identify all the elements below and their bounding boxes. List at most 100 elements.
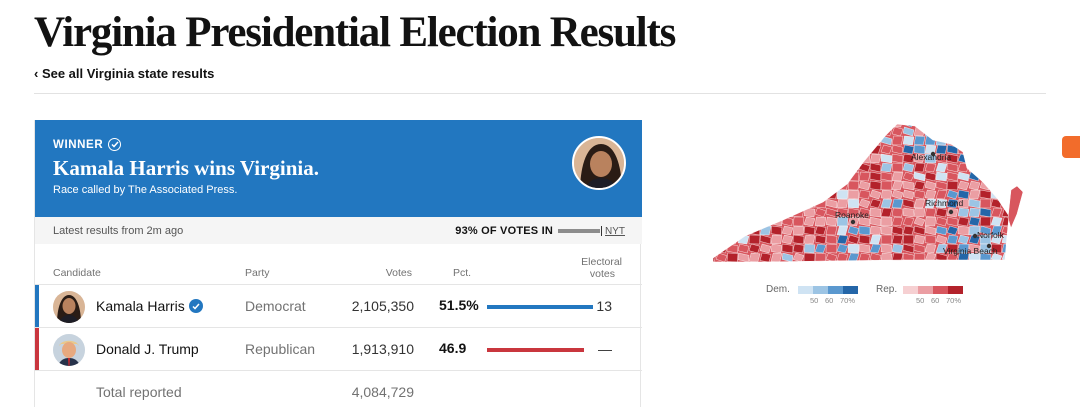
county-shape[interactable] xyxy=(759,135,772,146)
county-shape[interactable] xyxy=(770,189,783,200)
county-shape[interactable] xyxy=(1013,127,1024,136)
county-shape[interactable] xyxy=(990,162,1003,173)
county-shape[interactable] xyxy=(1024,208,1035,217)
county-shape[interactable] xyxy=(935,243,948,254)
county-shape[interactable] xyxy=(946,118,959,128)
county-shape[interactable] xyxy=(957,216,970,227)
county-shape[interactable] xyxy=(1024,127,1035,136)
county-shape[interactable] xyxy=(748,135,761,146)
county-shape[interactable] xyxy=(957,225,970,236)
county-shape[interactable] xyxy=(770,135,783,146)
county-shape[interactable] xyxy=(803,252,816,262)
county-shape[interactable] xyxy=(913,126,926,137)
county-shape[interactable] xyxy=(913,144,926,155)
county-shape[interactable] xyxy=(913,252,926,262)
county-shape[interactable] xyxy=(935,234,948,245)
county-shape[interactable] xyxy=(891,162,904,173)
county-shape[interactable] xyxy=(913,225,926,236)
county-shape[interactable] xyxy=(847,180,860,191)
county-shape[interactable] xyxy=(825,261,838,268)
county-shape[interactable] xyxy=(705,261,717,268)
county-shape[interactable] xyxy=(781,118,794,128)
county-shape[interactable] xyxy=(935,225,948,236)
county-shape[interactable] xyxy=(924,216,937,227)
county-shape[interactable] xyxy=(770,162,783,173)
county-shape[interactable] xyxy=(847,144,860,155)
county-shape[interactable] xyxy=(836,261,849,268)
county-shape[interactable] xyxy=(891,216,904,227)
county-shape[interactable] xyxy=(781,162,794,173)
county-shape[interactable] xyxy=(858,135,871,146)
county-shape[interactable] xyxy=(1001,171,1013,182)
county-shape[interactable] xyxy=(891,243,904,254)
county-shape[interactable] xyxy=(705,207,717,218)
county-shape[interactable] xyxy=(705,144,717,155)
county-shape[interactable] xyxy=(705,198,717,209)
county-shape[interactable] xyxy=(715,126,728,137)
county-shape[interactable] xyxy=(880,216,893,227)
county-shape[interactable] xyxy=(781,198,794,209)
county-shape[interactable] xyxy=(946,171,959,182)
county-shape[interactable] xyxy=(705,135,717,146)
county-shape[interactable] xyxy=(1024,163,1035,172)
county-shape[interactable] xyxy=(858,261,871,268)
county-shape[interactable] xyxy=(705,216,717,227)
county-shape[interactable] xyxy=(935,126,948,137)
county-shape[interactable] xyxy=(935,180,948,191)
county-shape[interactable] xyxy=(748,234,761,245)
county-shape[interactable] xyxy=(902,243,915,254)
county-shape[interactable] xyxy=(957,118,970,128)
county-shape[interactable] xyxy=(726,144,739,155)
county-shape[interactable] xyxy=(924,162,937,173)
county-shape[interactable] xyxy=(913,216,926,227)
virginia-county-map[interactable]: Alexandria Richmond Roanoke Norfolk Virg… xyxy=(705,118,1035,268)
county-shape[interactable] xyxy=(869,171,882,182)
county-shape[interactable] xyxy=(715,180,728,191)
county-shape[interactable] xyxy=(946,198,959,209)
county-shape[interactable] xyxy=(825,135,838,146)
county-shape[interactable] xyxy=(781,135,794,146)
county-shape[interactable] xyxy=(968,207,981,218)
county-shape[interactable] xyxy=(715,216,728,227)
county-shape[interactable] xyxy=(759,189,772,200)
county-shape[interactable] xyxy=(781,225,794,236)
county-shape[interactable] xyxy=(814,198,827,209)
county-shape[interactable] xyxy=(737,180,750,191)
county-shape[interactable] xyxy=(913,234,926,245)
county-shape[interactable] xyxy=(902,216,915,227)
county-shape[interactable] xyxy=(880,189,893,200)
county-shape[interactable] xyxy=(902,207,915,218)
county-shape[interactable] xyxy=(770,118,783,128)
county-shape[interactable] xyxy=(1001,180,1013,191)
county-shape[interactable] xyxy=(924,180,937,191)
county-shape[interactable] xyxy=(759,153,772,164)
county-shape[interactable] xyxy=(869,189,882,200)
county-shape[interactable] xyxy=(968,153,981,164)
county-shape[interactable] xyxy=(726,118,739,128)
county-shape[interactable] xyxy=(814,207,827,218)
county-shape[interactable] xyxy=(913,118,926,128)
county-shape[interactable] xyxy=(880,162,893,173)
county-shape[interactable] xyxy=(748,162,761,173)
county-shape[interactable] xyxy=(847,243,860,254)
county-shape[interactable] xyxy=(705,225,717,236)
county-shape[interactable] xyxy=(913,207,926,218)
county-shape[interactable] xyxy=(737,216,750,227)
county-shape[interactable] xyxy=(705,243,717,254)
county-shape[interactable] xyxy=(803,180,816,191)
county-shape[interactable] xyxy=(737,135,750,146)
county-shape[interactable] xyxy=(902,189,915,200)
county-shape[interactable] xyxy=(705,118,717,128)
county-shape[interactable] xyxy=(869,118,882,128)
county-shape[interactable] xyxy=(825,216,838,227)
county-shape[interactable] xyxy=(825,189,838,200)
county-shape[interactable] xyxy=(803,189,816,200)
county-shape[interactable] xyxy=(781,252,794,262)
county-shape[interactable] xyxy=(880,243,893,254)
county-shape[interactable] xyxy=(792,118,805,128)
county-shape[interactable] xyxy=(946,126,959,137)
county-shape[interactable] xyxy=(891,189,904,200)
county-shape[interactable] xyxy=(1001,261,1013,268)
county-shape[interactable] xyxy=(902,225,915,236)
county-shape[interactable] xyxy=(781,207,794,218)
